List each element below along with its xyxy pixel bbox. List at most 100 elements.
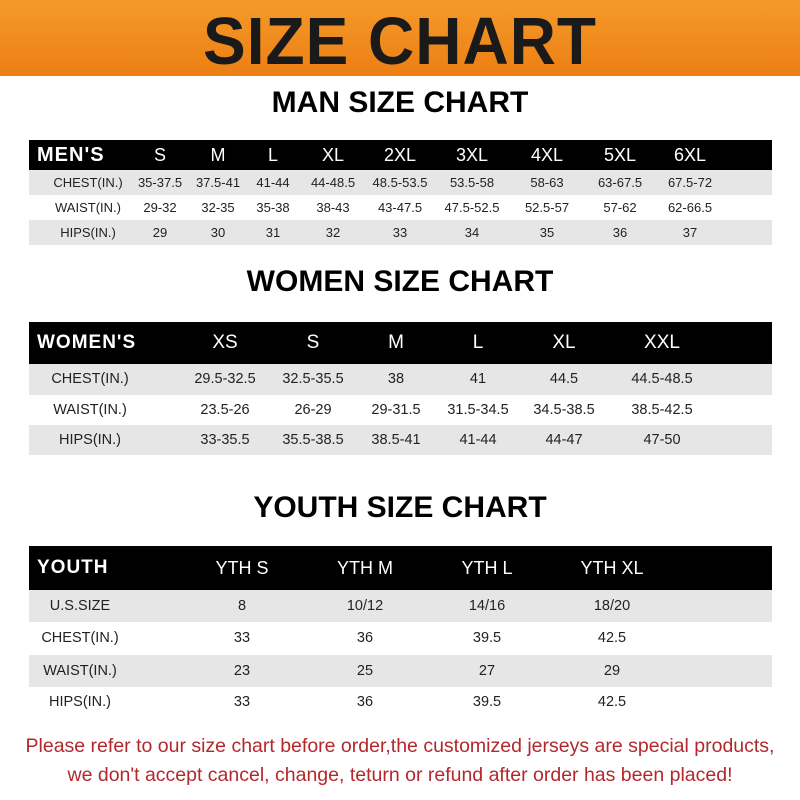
table-cell: 41-44 bbox=[256, 175, 290, 190]
measurement-label: HIPS(IN.) bbox=[48, 694, 112, 710]
youth-size-table: YOUTH YTH S YTH M YTH L YTH XL U.S.SIZE 8 10/12… bbox=[29, 546, 772, 718]
table-row: HIPS(IN.) 33 36 39.5 42.5 bbox=[29, 687, 772, 718]
table-cell: 44.5-48.5 bbox=[631, 371, 693, 387]
table-cell: 48.5-53.5 bbox=[372, 175, 428, 190]
table-cell: 36 bbox=[356, 694, 374, 710]
table-row: WAIST(IN.) 23 25 27 29 bbox=[29, 655, 772, 687]
measurement-label: HIPS(IN.) bbox=[60, 225, 116, 240]
women-title: WOMEN SIZE CHART bbox=[246, 265, 554, 298]
table-cell: 37 bbox=[682, 225, 698, 240]
table-cell: 8 bbox=[237, 598, 247, 614]
table-cell: 63-67.5 bbox=[597, 175, 643, 190]
table-cell: 41-44 bbox=[459, 432, 497, 448]
table-label: WOMEN'S bbox=[37, 332, 137, 353]
size-header: 3XL bbox=[455, 145, 489, 165]
size-header: 2XL bbox=[383, 145, 417, 165]
table-cell: 29 bbox=[152, 225, 168, 240]
table-row: WAIST(IN.) 23.5-26 26-29 29-31.5 31.5-34.5 34… bbox=[29, 395, 772, 425]
table-cell: 34.5-38.5 bbox=[533, 402, 595, 418]
table-cell: 44-48.5 bbox=[310, 175, 356, 190]
men-size-table: MEN'S S M L XL 2XL 3XL 4XL 5XL 6XL CHEST(IN.) 35-37… bbox=[29, 140, 772, 245]
table-cell: 35 bbox=[539, 225, 555, 240]
size-header: XL bbox=[552, 332, 576, 353]
size-header: L bbox=[472, 332, 484, 353]
table-cell: 31.5-34.5 bbox=[447, 402, 509, 418]
table-cell: 31 bbox=[265, 225, 281, 240]
table-cell: 33 bbox=[233, 694, 251, 710]
table-row: WAIST(IN.) 29-32 32-35 35-38 38-43 43-47.5 47.… bbox=[29, 195, 772, 220]
size-header: YTH S bbox=[215, 558, 269, 578]
measurement-label: HIPS(IN.) bbox=[58, 432, 122, 448]
women-header-row: WOMEN'S XS S M L XL XXL bbox=[29, 322, 772, 364]
table-cell: 52.5-57 bbox=[524, 200, 570, 215]
size-header: YTH L bbox=[461, 558, 513, 578]
table-cell: 62-66.5 bbox=[667, 200, 713, 215]
table-cell: 39.5 bbox=[472, 630, 502, 646]
size-header: 5XL bbox=[603, 145, 637, 165]
measurement-label: U.S.SIZE bbox=[49, 598, 111, 614]
table-row: U.S.SIZE 8 10/12 14/16 18/20 bbox=[29, 590, 772, 622]
youth-header-row: YOUTH YTH S YTH M YTH L YTH XL bbox=[29, 546, 772, 590]
size-header: M bbox=[388, 332, 404, 353]
women-size-table: WOMEN'S XS S M L XL XXL CHEST(IN.) 29.5-32.5 32.5… bbox=[29, 322, 772, 455]
measurement-label: WAIST(IN.) bbox=[55, 200, 121, 215]
table-cell: 38.5-41 bbox=[371, 432, 421, 448]
table-cell: 35-38 bbox=[256, 200, 290, 215]
size-header: M bbox=[210, 145, 226, 165]
men-header-row: MEN'S S M L XL 2XL 3XL 4XL 5XL 6XL bbox=[29, 140, 772, 170]
table-cell: 37.5-41 bbox=[195, 175, 241, 190]
size-header: S bbox=[153, 145, 167, 165]
table-cell: 18/20 bbox=[593, 598, 631, 614]
youth-title: YOUTH SIZE CHART bbox=[253, 491, 547, 524]
table-cell: 41 bbox=[469, 371, 487, 387]
table-cell: 36 bbox=[356, 630, 374, 646]
table-label: YOUTH bbox=[37, 557, 109, 578]
size-header: L bbox=[267, 145, 279, 165]
table-cell: 23 bbox=[233, 663, 251, 679]
table-row: HIPS(IN.) 29 30 31 32 33 34 35 36 37 bbox=[29, 220, 772, 245]
table-cell: 29.5-32.5 bbox=[194, 371, 256, 387]
table-cell: 33-35.5 bbox=[200, 432, 250, 448]
measurement-label: CHEST(IN.) bbox=[53, 175, 123, 190]
table-cell: 53.5-58 bbox=[449, 175, 495, 190]
table-row: CHEST(IN.) 29.5-32.5 32.5-35.5 38 41 44.5 44.5… bbox=[29, 364, 772, 395]
notice-line-1: Please refer to our size chart before or… bbox=[25, 735, 775, 757]
size-header: 6XL bbox=[673, 145, 707, 165]
table-cell: 29-31.5 bbox=[371, 402, 421, 418]
table-row: CHEST(IN.) 33 36 39.5 42.5 bbox=[29, 622, 772, 655]
table-cell: 67.5-72 bbox=[667, 175, 713, 190]
size-header: YTH M bbox=[337, 558, 393, 578]
table-cell: 44-47 bbox=[545, 432, 583, 448]
table-cell: 23.5-26 bbox=[200, 402, 250, 418]
men-title: MAN SIZE CHART bbox=[271, 86, 529, 119]
size-header: YTH XL bbox=[580, 558, 644, 578]
measurement-label: WAIST(IN.) bbox=[43, 663, 117, 679]
table-cell: 29-32 bbox=[143, 200, 177, 215]
table-cell: 35-37.5 bbox=[137, 175, 183, 190]
table-cell: 25 bbox=[356, 663, 374, 679]
table-cell: 29 bbox=[603, 663, 621, 679]
table-row: CHEST(IN.) 35-37.5 37.5-41 41-44 44-48.5 48.5… bbox=[29, 170, 772, 195]
size-header: XS bbox=[212, 332, 238, 353]
table-cell: 32 bbox=[325, 225, 341, 240]
size-header: XL bbox=[321, 145, 345, 165]
table-cell: 30 bbox=[210, 225, 226, 240]
table-cell: 33 bbox=[233, 630, 251, 646]
table-cell: 38 bbox=[387, 371, 405, 387]
table-cell: 38-43 bbox=[316, 200, 350, 215]
table-cell: 42.5 bbox=[597, 694, 627, 710]
table-cell: 42.5 bbox=[597, 630, 627, 646]
table-label: MEN'S bbox=[37, 144, 105, 166]
table-cell: 47-50 bbox=[643, 432, 681, 448]
table-cell: 14/16 bbox=[468, 598, 506, 614]
measurement-label: CHEST(IN.) bbox=[41, 630, 119, 646]
table-cell: 32.5-35.5 bbox=[282, 371, 344, 387]
table-cell: 57-62 bbox=[603, 200, 637, 215]
table-cell: 44.5 bbox=[549, 371, 579, 387]
table-cell: 35.5-38.5 bbox=[282, 432, 344, 448]
measurement-label: WAIST(IN.) bbox=[53, 402, 127, 418]
table-cell: 43-47.5 bbox=[377, 200, 423, 215]
table-cell: 38.5-42.5 bbox=[631, 402, 693, 418]
size-header: S bbox=[306, 332, 320, 353]
banner-title: SIZE CHART bbox=[203, 3, 597, 79]
